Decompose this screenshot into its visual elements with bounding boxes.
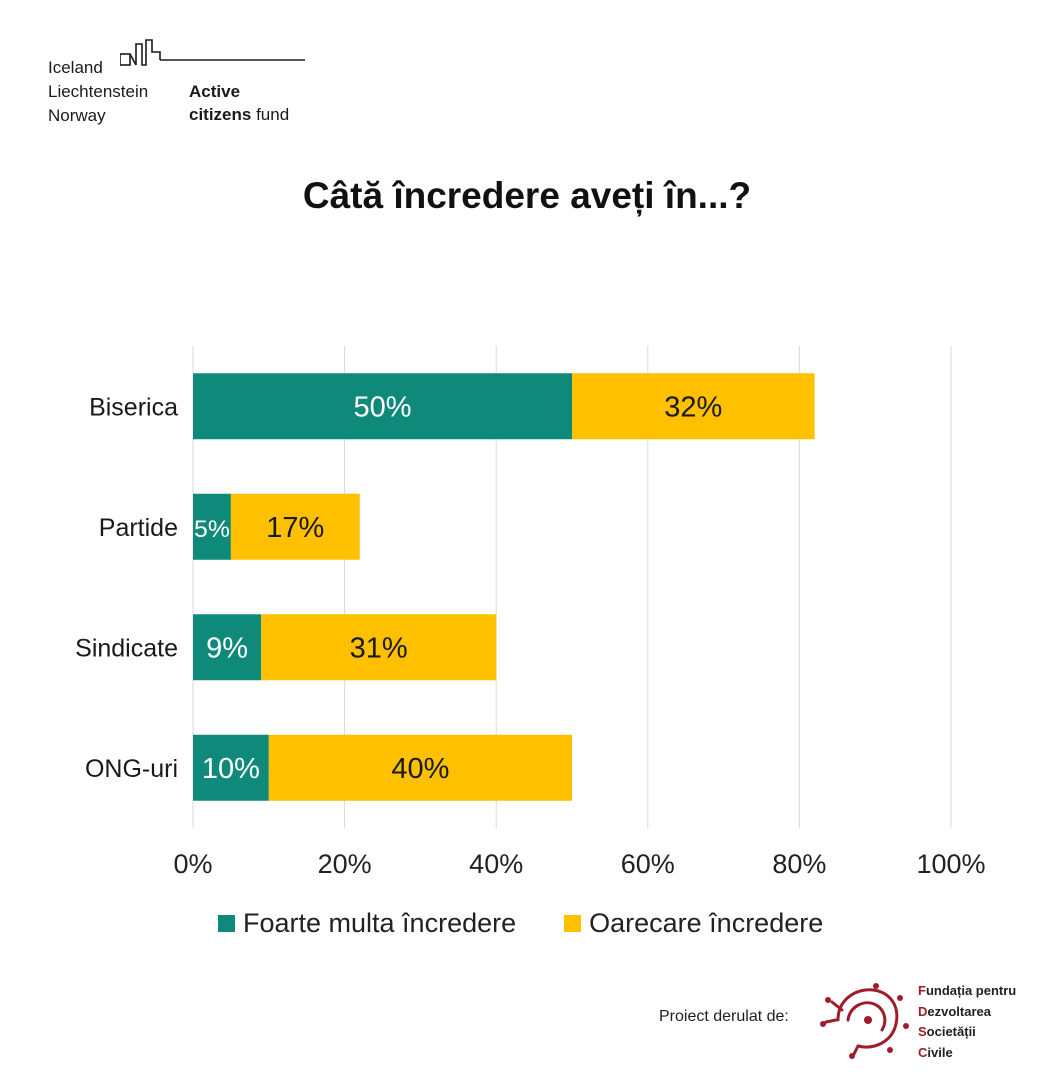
bar-segment (261, 614, 497, 681)
fund-name-citizens: citizens (189, 105, 252, 124)
country-norway: Norway (48, 106, 106, 125)
x-tick-label: 0% (173, 849, 212, 879)
data-label: 40% (391, 753, 449, 785)
category-label: Sindicate (75, 634, 178, 662)
legend-item-series1: Foarte multa încredere (218, 908, 516, 939)
bar-segment (193, 734, 269, 801)
city-skyline-icon (120, 39, 305, 66)
data-label: 32% (664, 391, 722, 423)
legend-label-series1: Foarte multa încredere (243, 908, 517, 938)
country-iceland: Iceland (48, 58, 103, 77)
data-label: 9% (206, 632, 248, 664)
data-label: 31% (350, 632, 408, 664)
fdsc-emblem-icon (820, 983, 909, 1059)
x-tick-label: 60% (621, 849, 675, 879)
legend-item-series2: Oarecare încredere (564, 908, 823, 939)
category-label: Partide (99, 514, 178, 542)
data-label: 50% (353, 391, 411, 423)
donor-countries: Iceland Liechtenstein Norway (48, 56, 148, 128)
fdsc-line-2: Dezvoltarea (918, 1003, 991, 1019)
trust-bar-chart: 0% 20% 40% 60% 80% 100% Biserica 50% 32% Partide 5… (75, 346, 986, 879)
bar-segment (268, 734, 572, 801)
x-tick-label: 20% (318, 849, 372, 879)
data-label: 17% (266, 512, 324, 544)
bar-segment (193, 373, 572, 440)
x-tick-label: 80% (772, 849, 826, 879)
fund-name-fund: fund (251, 105, 290, 124)
chart-legend: Foarte multa încredere Oarecare încreder… (218, 908, 871, 939)
legend-label-series2: Oarecare încredere (589, 908, 824, 938)
chart-title: Câtă încredere aveți în...? (302, 175, 752, 216)
bar-segment (230, 493, 360, 560)
fdsc-line-1: Fundația pentru (918, 983, 1017, 998)
country-liechtenstein: Liechtenstein (48, 82, 149, 101)
legend-swatch-series2 (564, 915, 582, 932)
category-label: Biserica (89, 393, 178, 421)
legend-swatch-series1 (218, 915, 235, 932)
fdsc-name: Fundația pentru Dezvoltarea Societății C… (918, 981, 1016, 1063)
fdsc-line-3: Societății (918, 1024, 976, 1039)
x-tick-label: 100% (916, 849, 985, 879)
bar-segment (572, 373, 815, 440)
bar-segment (193, 614, 262, 681)
data-label: 5% (194, 516, 230, 543)
fund-name-line1: Active (189, 82, 241, 101)
bar-segment (193, 493, 231, 560)
data-label: 10% (202, 753, 260, 785)
category-label: ONG-uri (85, 755, 178, 783)
fdsc-line-4: Civile (918, 1044, 953, 1060)
eea-grants-logo: Iceland Liechtenstein Norway Active citi… (48, 32, 308, 126)
x-tick-label: 40% (469, 849, 523, 879)
project-by-label: Proiect derulat de: (659, 1008, 789, 1025)
fund-name: Active citizens fund (189, 80, 289, 126)
